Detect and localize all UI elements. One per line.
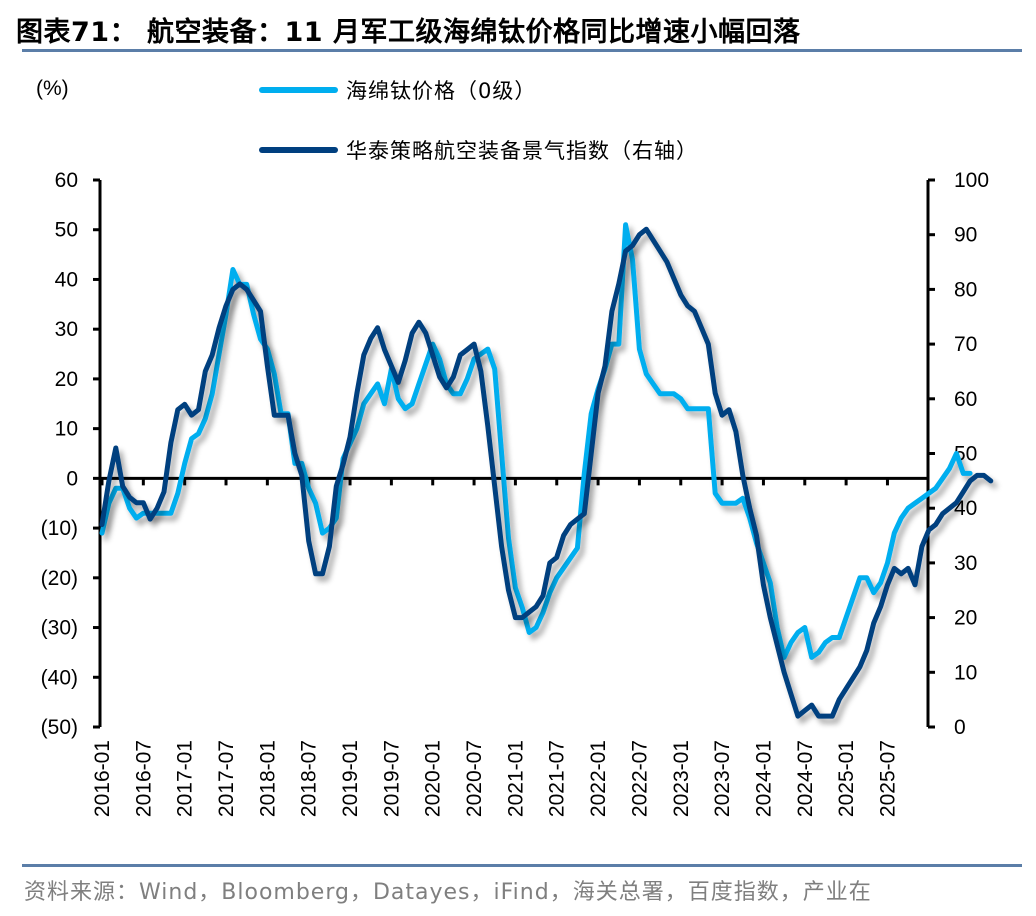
legend-label-aviation-index: 华泰策略航空装备景气指数（右轴） [346,139,698,163]
x-axis-tick-label: 2016-01 [91,740,114,817]
right-axis-tick-label: 100 [954,169,989,192]
right-axis-tick-label: 10 [954,661,977,684]
legend-label-sponge-titanium: 海绵钛价格（0级） [346,79,536,103]
right-axis-tick-label: 60 [954,388,977,411]
source-note: 资料来源：Wind，Bloomberg，Datayes，iFind，海关总署，百… [24,880,872,905]
x-axis-tick-label: 2021-01 [504,740,527,817]
x-axis-tick-label: 2022-01 [587,740,610,817]
x-axis-tick-label: 2017-07 [215,740,238,817]
x-axis-tick-label: 2025-01 [835,740,858,817]
x-axis-tick-label: 2020-07 [463,740,486,817]
x-axis-tick-label: 2021-07 [546,740,569,817]
left-axis-unit: (%) [36,77,69,100]
x-axis-tick-label: 2024-01 [752,740,775,817]
left-axis-tick-label: (10) [41,517,78,540]
left-axis-tick-label: 10 [55,418,78,441]
left-axis-tick-label: (30) [41,617,78,640]
line-aviation-index [99,226,994,719]
right-axis-tick-label: 20 [954,607,977,630]
x-axis-tick-label: 2016-07 [132,740,155,817]
footer-divider [22,864,1022,867]
x-axis-tick-label: 2019-07 [380,740,403,817]
right-axis-tick-label: 90 [954,224,977,247]
left-axis-tick-label: (40) [41,666,78,689]
left-axis-tick-label: 0 [66,467,78,490]
line-chart: (%) 海绵钛价格（0级） 华泰策略航空装备景气指数（右轴） 60 50 40 30 2… [36,77,994,817]
legend: 海绵钛价格（0级） 华泰策略航空装备景气指数（右轴） [259,79,698,163]
right-axis-tick-label: 70 [954,333,977,356]
x-axis-tick-label: 2018-01 [256,740,279,817]
x-axis-tick-label: 2018-07 [298,740,321,817]
x-axis-tick-label: 2025-07 [876,740,899,817]
left-axis-tick-label: (50) [41,716,78,739]
x-axis-tick-label: 2019-01 [339,740,362,817]
series-sponge-titanium [99,222,973,660]
x-axis-tick-label: 2024-07 [794,740,817,817]
left-axis-tick-label: 50 [55,219,78,242]
x-axis-tick-label: 2022-07 [628,740,651,817]
left-axis-tick-label: 60 [55,169,78,192]
title-divider [22,49,1022,52]
left-axis-tick-label: (20) [41,567,78,590]
right-axis-tick-label: 80 [954,278,977,301]
x-axis-tick-label: 2023-07 [711,740,734,817]
x-axis-tick-label: 2023-01 [670,740,693,817]
left-axis-tick-label: 40 [55,268,78,291]
series-lines [99,222,994,719]
series-aviation-index [99,226,994,719]
right-axis-tick-label: 30 [954,552,977,575]
right-axis-tick-label: 0 [954,716,966,739]
left-axis-tick-label: 20 [55,368,78,391]
x-axis-tick-label: 2020-01 [422,740,445,817]
line-sponge-titanium [99,222,973,660]
x-axis-tick-label: 2017-01 [174,740,197,817]
left-axis-tick-label: 30 [55,318,78,341]
chart-title: 图表71： 航空装备：11 月军工级海绵钛价格同比增速小幅回落 [16,17,801,48]
axes: 6050403020100(10)(20)(30)(40)(50)1009080… [41,169,989,817]
right-axis-tick-label: 40 [954,497,977,520]
